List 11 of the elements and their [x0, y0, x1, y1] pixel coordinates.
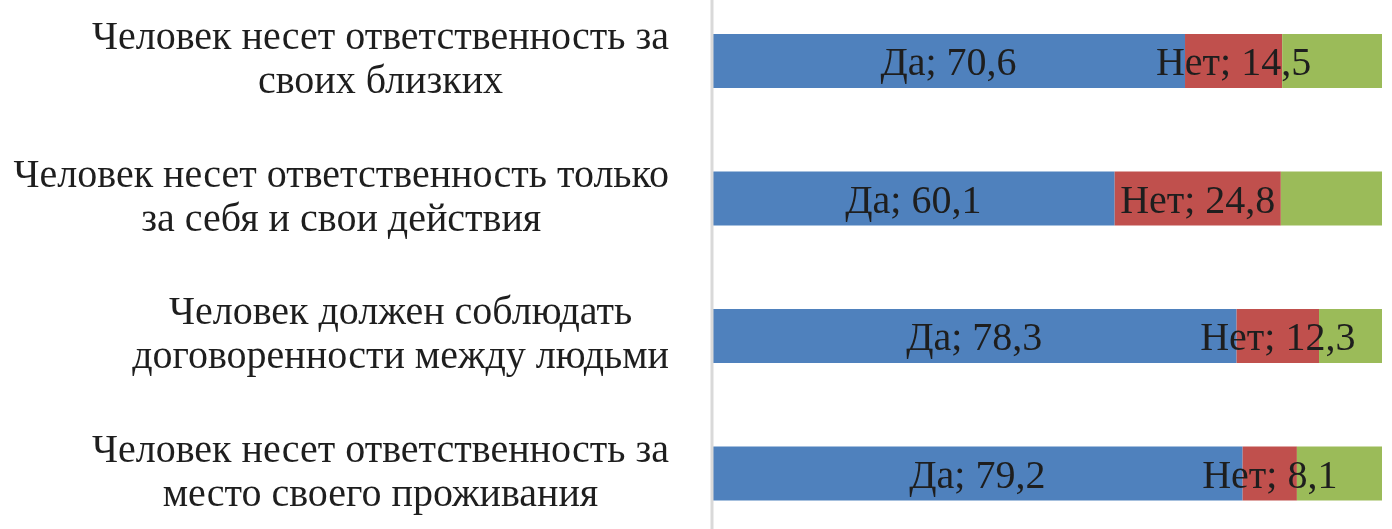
y-tick-label: Человек должен соблюдать договоренности между людьми	[132, 288, 669, 378]
data-label: Да; 79,2	[909, 451, 1046, 496]
data-label: Да; 60,1	[845, 176, 982, 221]
bar	[712, 171, 1115, 226]
data-label: Нет; 24,8	[1120, 176, 1276, 221]
data-label: Да; 78,3	[906, 313, 1043, 359]
y-tick-label: Человек несет ответственность за место своего проживания	[92, 425, 670, 515]
y-tick-label: Человек несет ответственность только за себя и свои действия	[13, 150, 669, 240]
y-tick-label: Человек несет ответственность за своих близких	[92, 13, 670, 103]
data-label: Да; 70,6	[880, 38, 1017, 84]
bar	[1280, 171, 1382, 226]
